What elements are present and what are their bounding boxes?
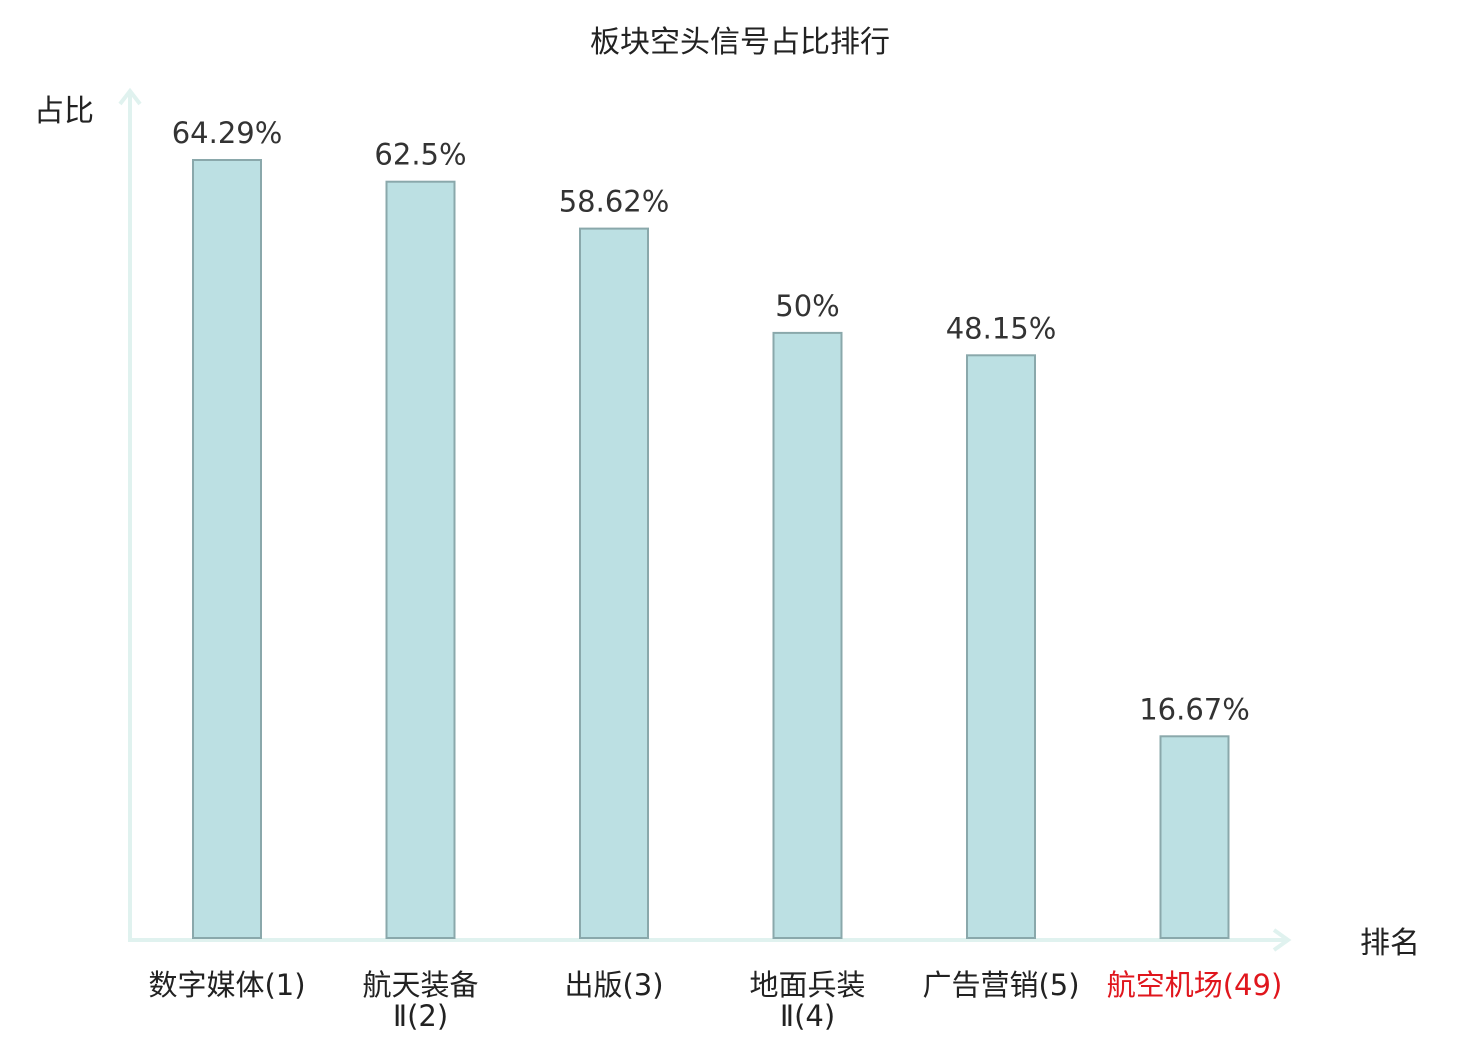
category-label: 出版(3) [564,968,663,1002]
category-label: 数字媒体(1) [148,968,305,1002]
category-label: 地面兵装 [749,968,865,1002]
bar-value-label: 50% [775,289,839,323]
category-label: Ⅱ(2) [393,999,448,1033]
bar [385,180,456,939]
bar-value-label: 58.62% [559,185,670,219]
bar [966,354,1036,939]
category-label: 航天装备 [362,968,478,1002]
axes [118,87,1292,952]
bar [579,227,649,940]
category-label: Ⅱ(4) [780,999,835,1033]
bar-value-label: 64.29% [172,116,283,150]
value-labels-group: 64.29% 62.5% 58.62% 50% 48.15% 16.67% [172,116,1250,726]
x-axis-arrow [1272,928,1292,952]
bars-group [192,159,1230,940]
bar [1159,735,1230,939]
y-axis-label: 占比 [34,94,94,129]
x-axis-label: 排名 [1360,926,1420,961]
category-label: 航空机场(49) [1107,968,1283,1002]
chart-title: 板块空头信号占比排行 [590,25,890,60]
bar [192,159,262,939]
bar-value-label: 48.15% [946,311,1057,345]
y-axis-arrow [118,87,142,106]
category-label: 广告营销(5) [922,968,1079,1002]
bar-value-label: 16.67% [1139,692,1250,726]
bar-value-label: 62.5% [374,138,466,172]
bar [772,331,843,939]
